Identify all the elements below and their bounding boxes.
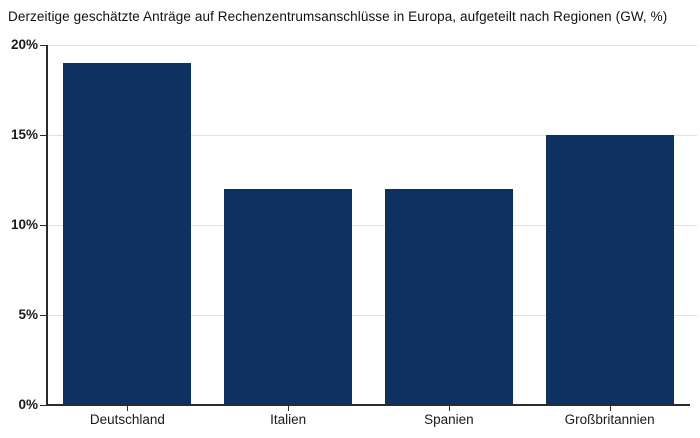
- x-tick-mark: [609, 406, 611, 411]
- x-axis-label: Deutschland: [89, 412, 165, 427]
- y-tick-label: 20%: [10, 37, 38, 52]
- y-axis-line: [46, 45, 48, 405]
- x-axis-label: Großbritannien: [564, 412, 655, 427]
- bar: [384, 189, 513, 405]
- x-axis-label: Italien: [270, 412, 307, 427]
- bar: [224, 189, 353, 405]
- x-tick-mark: [127, 406, 129, 411]
- x-tick-mark: [288, 406, 290, 411]
- y-tick-mark: [40, 314, 47, 316]
- y-tick-label: 10%: [10, 217, 38, 232]
- x-axis-label: Spanien: [424, 412, 474, 427]
- y-tick-label: 15%: [10, 127, 38, 142]
- y-tick-label: 0%: [18, 397, 38, 412]
- chart-title: Derzeitige geschätzte Anträge auf Rechen…: [8, 9, 668, 24]
- gridline: [48, 44, 697, 46]
- gridline: [48, 224, 697, 226]
- y-tick-label: 5%: [18, 307, 38, 322]
- gridline: [48, 314, 697, 316]
- bar: [63, 63, 192, 405]
- y-tick-mark: [40, 44, 47, 46]
- gridline: [48, 134, 697, 136]
- x-axis-line: [46, 404, 690, 406]
- y-tick-mark: [40, 224, 47, 226]
- bar: [545, 135, 674, 405]
- y-tick-mark: [40, 134, 47, 136]
- x-tick-mark: [448, 406, 450, 411]
- y-tick-mark: [40, 404, 47, 406]
